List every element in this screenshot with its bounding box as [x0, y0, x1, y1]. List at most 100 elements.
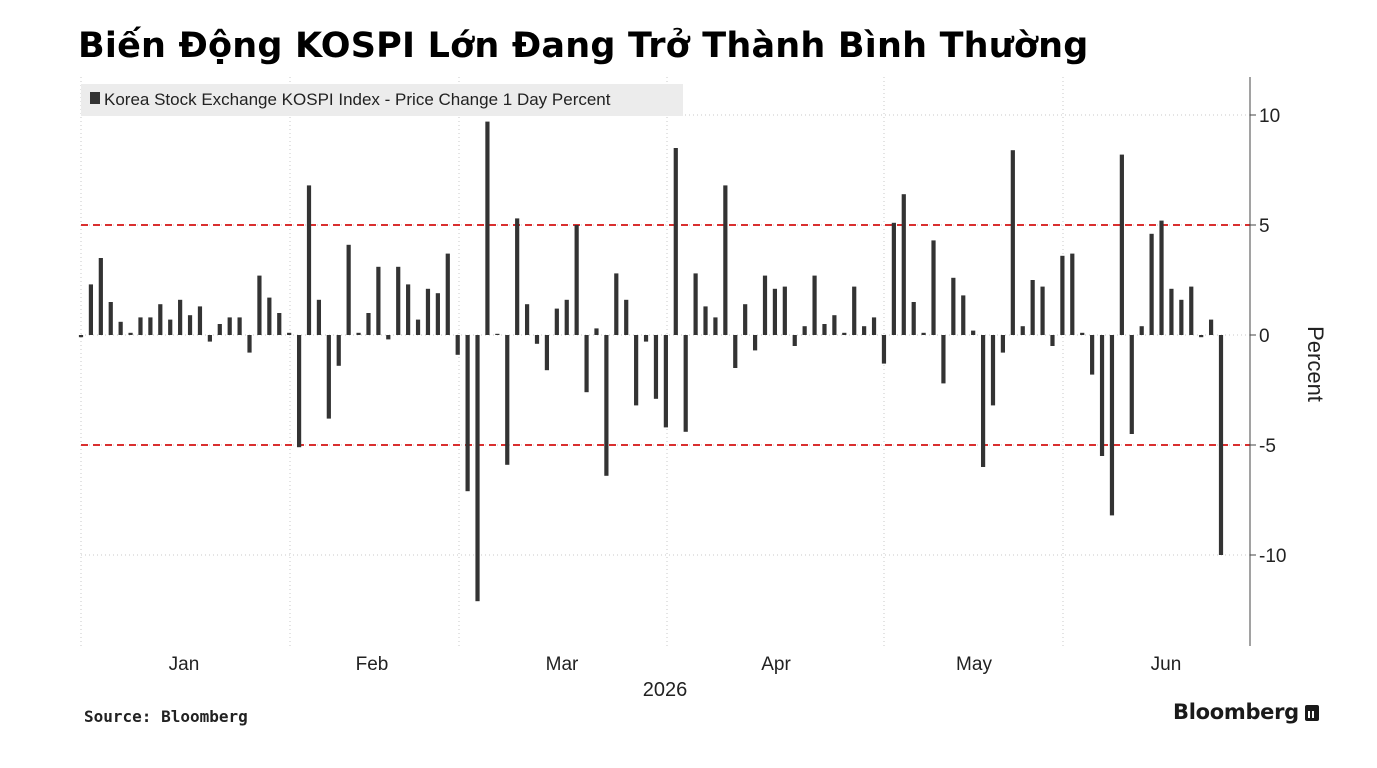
- bar: [138, 317, 143, 335]
- bar: [1169, 288, 1174, 335]
- bar: [594, 328, 599, 335]
- bar: [1208, 319, 1214, 335]
- bar: [941, 335, 946, 384]
- bar: [495, 333, 500, 335]
- bar: [1159, 220, 1164, 335]
- bar: [762, 275, 768, 335]
- y-axis-label: Percent: [1303, 326, 1328, 402]
- bar: [1060, 255, 1065, 335]
- bar: [584, 335, 589, 393]
- bar: [1090, 335, 1095, 375]
- y-tick-label: -10: [1259, 546, 1286, 567]
- bar: [425, 288, 431, 335]
- bar: [386, 335, 391, 340]
- bar: [415, 319, 421, 335]
- bar: [614, 273, 619, 335]
- bar: [336, 335, 341, 366]
- legend-swatch: [90, 92, 100, 104]
- bar: [624, 299, 629, 335]
- bar: [475, 335, 480, 602]
- bar: [862, 326, 867, 335]
- bar: [1099, 335, 1105, 456]
- bar: [108, 302, 113, 335]
- legend-background: [81, 84, 683, 116]
- bar: [852, 286, 857, 335]
- bar: [1080, 332, 1085, 335]
- bar: [1189, 286, 1194, 335]
- bar: [158, 304, 163, 335]
- bar: [961, 295, 966, 335]
- bar: [118, 321, 123, 335]
- x-month-label: Mar: [546, 654, 579, 675]
- bar: [356, 332, 361, 335]
- bar: [554, 308, 559, 335]
- bar: [1050, 335, 1055, 346]
- bar: [1119, 154, 1124, 335]
- bar: [673, 148, 678, 335]
- bar: [683, 335, 688, 432]
- bar: [237, 317, 242, 335]
- y-tick-label: 0: [1259, 326, 1270, 347]
- bar: [663, 335, 668, 428]
- bar: [881, 335, 887, 364]
- brand-name: Bloomberg: [1173, 700, 1299, 724]
- bars: [78, 121, 1224, 602]
- x-month-label: Feb: [356, 654, 389, 675]
- bar: [88, 284, 94, 335]
- bar: [1139, 326, 1144, 335]
- bar: [921, 332, 926, 335]
- bar: [812, 275, 817, 335]
- bar: [257, 275, 262, 335]
- bar: [693, 273, 698, 335]
- bar: [396, 266, 401, 335]
- bar: [1040, 286, 1045, 335]
- bar: [1010, 150, 1015, 335]
- bar: [435, 293, 440, 335]
- bar: [901, 194, 906, 335]
- x-month-label: Apr: [761, 654, 791, 675]
- bar: [277, 313, 282, 335]
- bar: [168, 319, 173, 335]
- bar: [772, 288, 778, 335]
- bar: [376, 266, 381, 335]
- bar: [1218, 335, 1224, 555]
- bar: [752, 335, 758, 351]
- bar: [187, 315, 193, 335]
- bar: [643, 335, 649, 342]
- bar: [316, 299, 322, 335]
- bar: [485, 121, 490, 335]
- bar: [891, 222, 896, 335]
- legend-label: Korea Stock Exchange KOSPI Index - Price…: [104, 90, 611, 109]
- bar: [911, 302, 916, 335]
- bar: [871, 317, 877, 335]
- x-year-label: 2026: [643, 679, 688, 701]
- bar: [723, 185, 728, 335]
- bar: [703, 306, 708, 335]
- bar: [1070, 253, 1075, 335]
- bar: [713, 317, 718, 335]
- x-month-label: May: [956, 654, 992, 675]
- reference-lines: [81, 224, 1250, 446]
- bar: [1179, 299, 1184, 335]
- y-tick-label: -5: [1259, 436, 1276, 457]
- bar: [1000, 335, 1006, 353]
- bar: [1129, 335, 1134, 434]
- bar: [505, 335, 510, 465]
- bar: [792, 335, 797, 346]
- bar: [128, 332, 133, 335]
- bar: [534, 335, 540, 344]
- y-tick-label: 5: [1259, 216, 1270, 237]
- bar: [653, 335, 659, 399]
- bar: [1109, 335, 1115, 516]
- bar: [743, 304, 748, 335]
- bar: [326, 335, 331, 419]
- y-tick-label: 10: [1259, 106, 1280, 127]
- bar: [455, 335, 460, 355]
- bar: [544, 335, 550, 371]
- bar: [306, 185, 312, 335]
- bar: [980, 335, 986, 467]
- source-note: Source: Bloomberg: [84, 707, 248, 726]
- bar: [515, 218, 520, 335]
- bar: [1199, 335, 1204, 338]
